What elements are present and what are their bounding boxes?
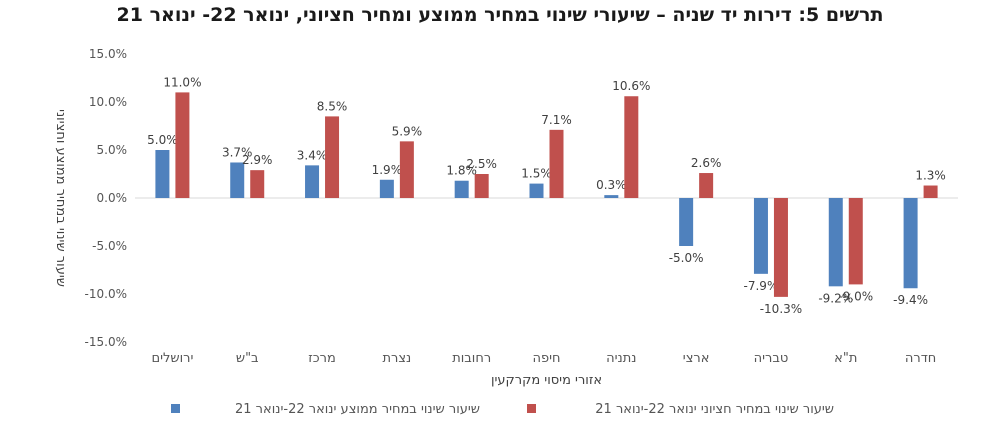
bar-average — [454, 180, 469, 198]
bar-average — [529, 183, 544, 198]
data-label: 1.5% — [521, 167, 552, 181]
x-tick-label: רחובות — [452, 351, 491, 366]
data-label: 3.4% — [297, 148, 328, 162]
data-label: 2.6% — [691, 156, 722, 170]
data-label: 2.9% — [242, 153, 273, 167]
bar-average — [903, 198, 918, 289]
x-tick-label: מרכז — [308, 351, 336, 366]
chart-title: תרשים 5: דירות יד שניה – שיעורי שינוי במ… — [116, 4, 884, 26]
bar-median — [923, 185, 938, 198]
bar-average — [379, 179, 394, 198]
bar-average — [305, 165, 320, 198]
bar-median — [399, 141, 414, 198]
data-label: -5.0% — [669, 251, 704, 265]
bar-average — [155, 150, 170, 198]
bar-average — [679, 198, 694, 246]
data-label: 5.0% — [147, 133, 178, 147]
x-axis-title: אזורי מיסוי מקרקעין — [491, 373, 602, 388]
data-label: -9.4% — [893, 293, 928, 307]
bar-median — [250, 170, 265, 198]
data-label: 1.3% — [915, 169, 946, 183]
data-label: -9.0% — [838, 289, 873, 303]
x-tick-label: ב"ש — [236, 351, 259, 366]
x-tick-label: נצרת — [382, 351, 411, 366]
x-tick-label: טבריה — [754, 351, 789, 366]
data-label: 3.7% — [222, 145, 253, 159]
bar-median — [773, 198, 788, 297]
legend-swatch-average — [171, 404, 180, 413]
data-label: 1.9% — [372, 163, 403, 177]
x-tick-label: חדרה — [905, 351, 936, 366]
y-tick-label: 15.0% — [89, 47, 127, 61]
y-tick-label: -5.0% — [92, 239, 127, 253]
bar-average — [604, 195, 619, 198]
y-tick-label: 0.0% — [97, 191, 128, 205]
legend-label-median: שיעור שינוי במחיר חציוני ינואר 22-ינואר … — [595, 402, 834, 417]
bar-median — [175, 92, 190, 198]
bar-average — [828, 198, 843, 287]
y-tick-label: 10.0% — [89, 95, 127, 109]
data-label: 11.0% — [163, 75, 201, 89]
bar-average — [753, 198, 768, 274]
y-tick-label: 5.0% — [97, 143, 128, 157]
y-tick-label: -15.0% — [85, 335, 127, 349]
bar-median — [549, 129, 564, 198]
data-label: -10.3% — [760, 302, 802, 316]
data-label: 2.5% — [466, 157, 497, 171]
data-label: 7.1% — [541, 113, 572, 127]
data-label: 8.5% — [317, 99, 348, 113]
bar-median — [474, 174, 489, 198]
bar-median — [848, 198, 863, 285]
x-tick-label: ארצי — [683, 351, 710, 366]
data-label: 0.3% — [596, 178, 627, 192]
data-label: -7.9% — [744, 279, 779, 293]
bar-average — [230, 162, 245, 198]
legend-label-average: שיעור שינוי במחיר ממוצע ינואר 22-ינואר 2… — [235, 402, 480, 417]
x-tick-label: נתניה — [606, 351, 636, 366]
bar-median — [325, 116, 340, 198]
y-axis-title: שיעור שינוי במחיר ממוצע וחציוני — [53, 109, 68, 287]
data-label: 10.6% — [612, 79, 650, 93]
x-tick-label: חיפה — [532, 351, 560, 366]
y-tick-label: -10.0% — [85, 287, 127, 301]
bar-median — [699, 173, 714, 198]
data-label: -9.2% — [818, 291, 853, 305]
data-label: 5.9% — [392, 124, 423, 138]
legend-swatch-median — [527, 404, 536, 413]
x-tick-label: ירושלים — [151, 351, 193, 366]
data-label: 1.8% — [446, 164, 477, 178]
bar-median — [624, 96, 639, 198]
x-tick-label: ת"א — [834, 351, 857, 366]
